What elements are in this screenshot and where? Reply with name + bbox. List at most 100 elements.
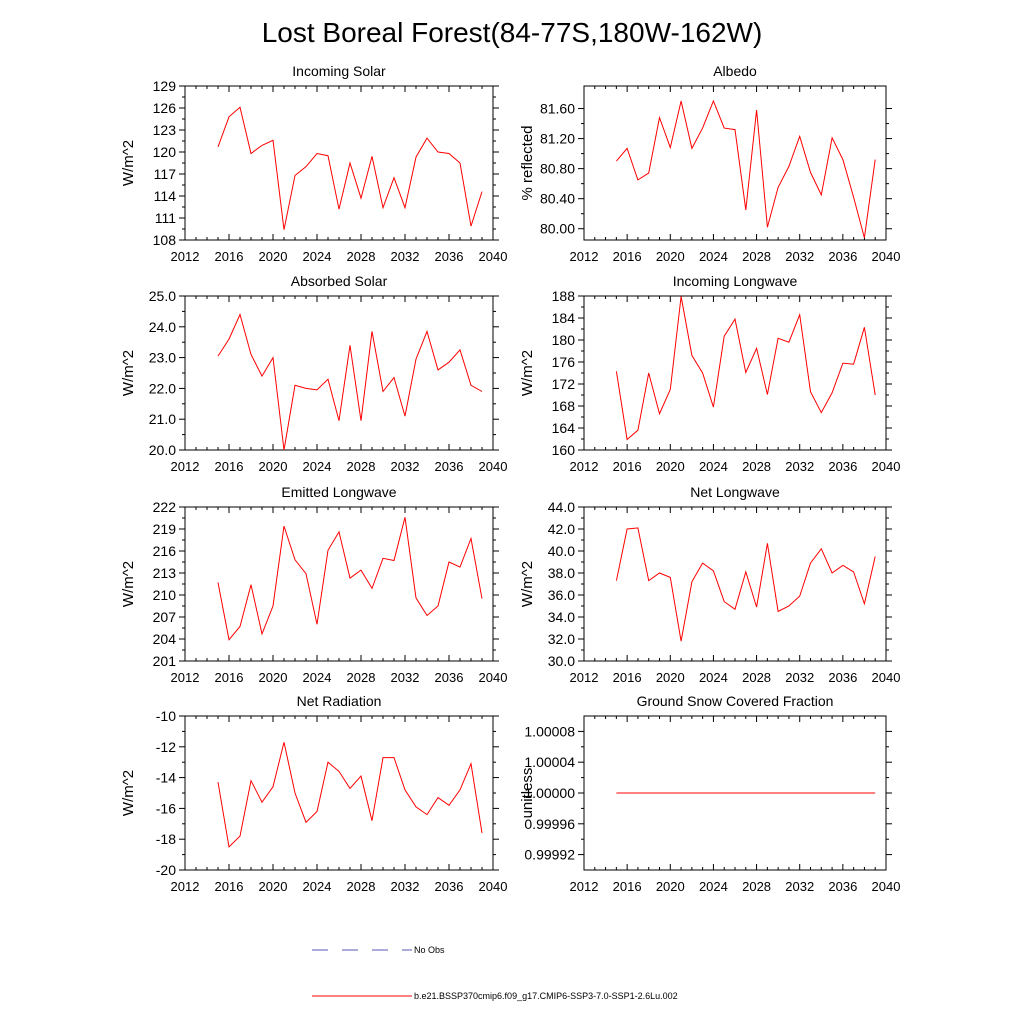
x-tick-label: 2032 — [391, 879, 420, 894]
x-tick-label: 2020 — [656, 879, 685, 894]
y-tick-label: 114 — [154, 188, 177, 204]
x-tick-label: 2012 — [570, 879, 599, 894]
x-tick-label: 2024 — [699, 459, 728, 474]
x-tick-label: 2028 — [742, 670, 771, 685]
x-tick-label: 2036 — [435, 459, 464, 474]
x-tick-label: 2016 — [215, 670, 244, 685]
y-tick-label: 160 — [552, 442, 576, 458]
x-tick-label: 2016 — [215, 249, 244, 264]
panel-title: Net Radiation — [297, 693, 382, 709]
x-tick-label: 2028 — [742, 249, 771, 264]
x-tick-label: 2012 — [570, 249, 599, 264]
y-tick-label: 25.0 — [149, 288, 176, 304]
x-tick-label: 2012 — [171, 459, 200, 474]
data-line — [217, 313, 483, 451]
y-tick-label: 123 — [153, 122, 177, 138]
y-tick-label: 184 — [552, 310, 576, 326]
y-tick-label: 80.00 — [540, 221, 575, 237]
y-tick-label: 22.0 — [149, 380, 176, 396]
y-axis-label: W/m^2 — [120, 561, 137, 607]
y-tick-label: 36.0 — [548, 587, 575, 603]
x-tick-label: 2020 — [656, 670, 685, 685]
y-tick-label: 111 — [155, 210, 176, 226]
panel-title: Emitted Longwave — [281, 484, 396, 500]
y-tick-label: 172 — [552, 376, 576, 392]
x-tick-label: 2028 — [742, 879, 771, 894]
panel-4: Incoming Longwave W/m^2 2012 2016 2020 2024 20… — [519, 273, 900, 474]
y-axis-label: W/m^2 — [519, 350, 536, 396]
figure-title: Lost Boreal Forest(84-77S,180W-162W) — [262, 17, 763, 48]
x-tick-label: 2040 — [872, 249, 901, 264]
y-axis-label: W/m^2 — [120, 350, 137, 396]
x-tick-label: 2016 — [215, 459, 244, 474]
y-tick-label: 32.0 — [548, 631, 575, 647]
x-tick-label: 2032 — [785, 670, 814, 685]
y-tick-label: 1.00000 — [524, 785, 575, 801]
y-tick-label: -16 — [156, 800, 176, 816]
x-tick-label: 2036 — [435, 879, 464, 894]
y-tick-label: 207 — [153, 609, 177, 625]
y-tick-label: 0.99992 — [524, 847, 575, 863]
data-line — [217, 106, 483, 230]
x-tick-label: 2032 — [391, 459, 420, 474]
data-line — [217, 517, 483, 641]
panel-5: Emitted Longwave W/m^2 2012 2016 2020 2024 202… — [120, 484, 507, 685]
x-tick-label: 2024 — [303, 879, 332, 894]
x-tick-label: 2040 — [479, 459, 508, 474]
y-tick-label: 80.40 — [540, 191, 575, 207]
x-tick-label: 2016 — [613, 879, 642, 894]
x-tick-label: 2020 — [259, 459, 288, 474]
y-axis-label: W/m^2 — [519, 561, 536, 607]
y-tick-label: 38.0 — [548, 565, 575, 581]
x-tick-label: 2040 — [872, 879, 901, 894]
y-tick-label: 20.0 — [149, 442, 176, 458]
x-tick-label: 2020 — [656, 459, 685, 474]
x-tick-label: 2024 — [303, 670, 332, 685]
panel-3: Absorbed Solar W/m^2 2012 2016 2020 2024 2028 2… — [120, 273, 507, 474]
legend-label-no-obs: No Obs — [414, 945, 445, 955]
x-tick-label: 2032 — [785, 879, 814, 894]
y-tick-label: 80.80 — [540, 161, 575, 177]
y-tick-label: 40.0 — [548, 543, 575, 559]
plot-frame — [583, 85, 887, 241]
x-tick-label: 2036 — [828, 249, 857, 264]
x-tick-label: 2016 — [613, 249, 642, 264]
x-tick-label: 2028 — [347, 670, 376, 685]
x-tick-label: 2032 — [391, 670, 420, 685]
y-tick-label: 201 — [153, 653, 177, 669]
x-tick-label: 2024 — [699, 249, 728, 264]
legend-label-model-run: b.e21.BSSP370cmip6.f09_g17.CMIP6-SSP3-7.… — [414, 991, 678, 1001]
x-tick-label: 2036 — [435, 249, 464, 264]
x-tick-label: 2016 — [613, 670, 642, 685]
x-tick-label: 2024 — [303, 459, 332, 474]
y-tick-label: -14 — [156, 770, 176, 786]
x-tick-label: 2016 — [215, 879, 244, 894]
data-line — [217, 742, 483, 848]
y-tick-label: 44.0 — [548, 499, 575, 515]
y-tick-label: 0.99996 — [524, 816, 575, 832]
panel-6: Net Longwave W/m^2 2012 2016 2020 2024 2028 203… — [519, 484, 900, 685]
y-axis-label: % reflected — [519, 125, 536, 200]
y-tick-label: -20 — [156, 862, 176, 878]
y-tick-label: 30.0 — [548, 653, 575, 669]
x-tick-label: 2036 — [435, 670, 464, 685]
panel-title: Incoming Solar — [292, 63, 386, 79]
y-tick-label: 81.20 — [540, 131, 575, 147]
x-tick-label: 2040 — [479, 249, 508, 264]
y-tick-label: 180 — [552, 332, 576, 348]
x-tick-label: 2012 — [570, 459, 599, 474]
panel-2: Albedo % reflected 2012 2016 2020 2024 2028 203… — [519, 63, 900, 264]
y-tick-label: 81.60 — [540, 101, 575, 117]
panel-title: Ground Snow Covered Fraction — [637, 693, 834, 709]
y-tick-label: 1.00004 — [524, 754, 575, 770]
x-tick-label: 2032 — [391, 249, 420, 264]
x-tick-label: 2016 — [613, 459, 642, 474]
y-tick-label: 213 — [153, 565, 177, 581]
x-tick-label: 2012 — [570, 670, 599, 685]
y-tick-label: 164 — [552, 420, 576, 436]
y-tick-label: 216 — [153, 543, 177, 559]
y-tick-label: 24.0 — [149, 319, 176, 335]
legend: No Obs b.e21.BSSP370cmip6.f09_g17.CMIP6-… — [312, 945, 678, 1001]
y-tick-label: 23.0 — [149, 350, 176, 366]
